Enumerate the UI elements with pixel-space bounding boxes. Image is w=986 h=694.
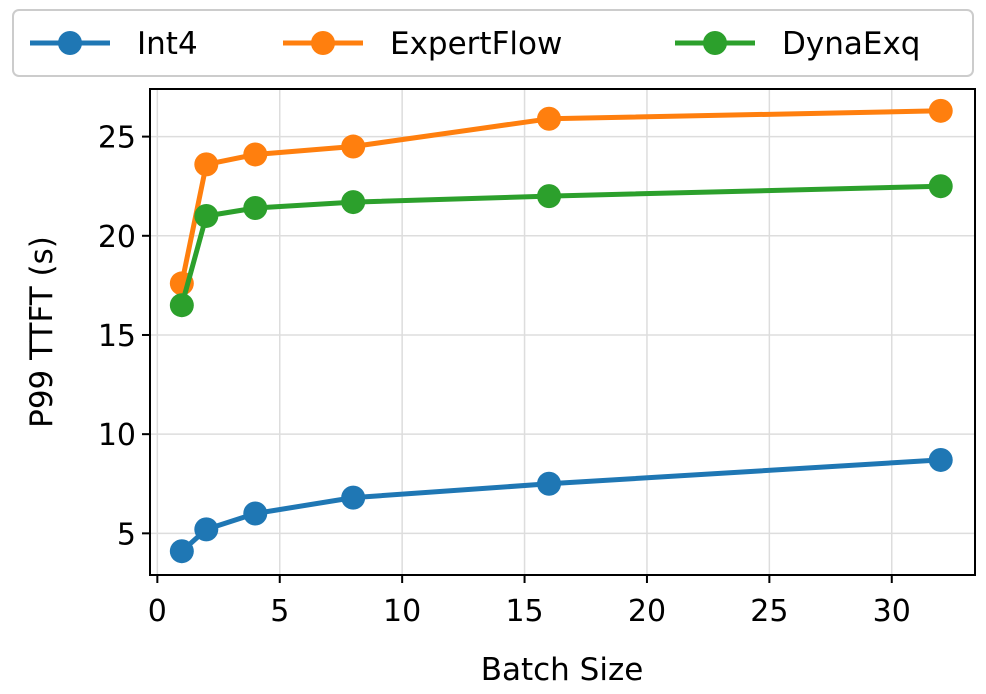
grid-lines: [150, 89, 975, 575]
data-point-int4: [537, 471, 562, 496]
series-line-dynaexq: [179, 183, 941, 306]
series-line-int4: [180, 457, 941, 554]
y-tick-label: 5: [117, 517, 136, 552]
x-tick-label: 25: [750, 594, 788, 629]
legend-item-dynaexq: DynaExq: [675, 26, 920, 62]
y-tick-label: 10: [98, 418, 136, 453]
data-point-int4: [341, 485, 366, 510]
data-point-expertflow: [537, 106, 562, 131]
y-axis: 5 10 15 20 25: [98, 121, 150, 552]
series-expertflow: [169, 98, 953, 296]
legend-marker-dynaexq: [703, 31, 727, 55]
data-point-expertflow: [341, 134, 366, 159]
data-point-dynaexq: [928, 174, 953, 199]
series-layer: [169, 98, 953, 564]
x-tick-label: 5: [270, 594, 289, 629]
data-point-dynaexq: [194, 203, 219, 228]
series-int4: [169, 447, 953, 564]
y-tick-label: 20: [98, 220, 136, 255]
x-tick-label: 30: [873, 594, 911, 629]
series-dynaexq: [169, 174, 953, 318]
data-point-int4: [194, 517, 219, 542]
x-axis-label: Batch Size: [481, 652, 644, 688]
data-point-expertflow: [194, 152, 219, 177]
x-tick-label: 0: [148, 594, 167, 629]
x-tick-label: 15: [505, 594, 543, 629]
data-point-int4: [928, 447, 953, 472]
x-tick-label: 10: [383, 594, 421, 629]
legend-marker-int4: [58, 31, 82, 55]
legend-box: [12, 9, 974, 77]
y-tick-label: 25: [98, 121, 136, 156]
plot-area: [149, 88, 976, 576]
data-point-expertflow: [243, 142, 268, 167]
x-axis: 0 5 10 15 20 25 30: [148, 575, 911, 629]
legend: Int4 ExpertFlow DynaExq: [12, 9, 974, 77]
series-line-expertflow: [179, 108, 941, 284]
legend-label-dynaexq: DynaExq: [782, 26, 920, 62]
legend-item-expertflow: ExpertFlow: [283, 26, 562, 62]
data-point-dynaexq: [537, 184, 562, 209]
data-point-int4: [243, 501, 268, 526]
legend-label-int4: Int4: [137, 26, 198, 62]
x-tick-label: 20: [628, 594, 666, 629]
data-point-dynaexq: [169, 293, 194, 318]
legend-label-expertflow: ExpertFlow: [390, 26, 562, 62]
data-point-int4: [169, 539, 194, 564]
data-point-dynaexq: [341, 190, 366, 215]
legend-marker-expertflow: [311, 31, 335, 55]
data-point-expertflow: [928, 98, 953, 123]
legend-item-int4: Int4: [30, 26, 198, 62]
data-point-dynaexq: [243, 196, 268, 221]
y-axis-label: P99 TTFT (s): [24, 236, 60, 428]
y-tick-label: 15: [98, 319, 136, 354]
